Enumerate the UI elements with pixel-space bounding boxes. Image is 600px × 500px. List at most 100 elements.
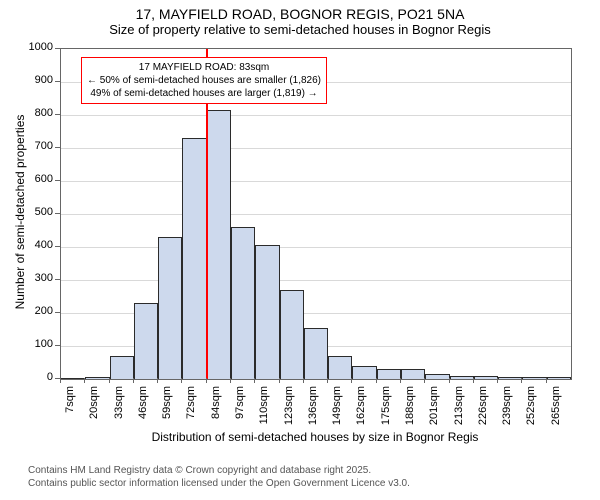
x-tick-label: 59sqm [161,386,173,436]
histogram-bar [352,366,376,379]
plot-area: 17 MAYFIELD ROAD: 83sqm← 50% of semi-det… [60,48,572,380]
x-tick-label: 46sqm [137,386,149,436]
chart-container: 17, MAYFIELD ROAD, BOGNOR REGIS, PO21 5N… [0,0,600,500]
grid-line [61,280,571,281]
histogram-bar [134,303,158,379]
x-tick-label: 123sqm [283,386,295,436]
y-tick-mark [55,114,60,115]
histogram-bar [328,356,352,379]
y-tick-label: 700 [18,140,53,152]
y-tick-label: 1000 [18,41,53,53]
x-tick-mark [473,378,474,383]
grid-line [61,181,571,182]
histogram-bar [85,377,109,379]
x-tick-mark [376,378,377,383]
histogram-bar [547,377,571,379]
y-tick-label: 300 [18,272,53,284]
x-tick-label: 7sqm [64,386,76,436]
y-tick-label: 800 [18,107,53,119]
y-tick-label: 100 [18,338,53,350]
footer-line-2: Contains public sector information licen… [28,478,410,489]
histogram-bar [280,290,304,379]
histogram-bar [110,356,134,379]
x-tick-label: 265sqm [550,386,562,436]
histogram-bar [377,369,401,379]
x-tick-label: 175sqm [380,386,392,436]
x-tick-mark [60,378,61,383]
x-tick-mark [449,378,450,383]
grid-line [61,247,571,248]
histogram-bar [207,110,231,379]
histogram-bar [255,245,279,379]
x-tick-mark [546,378,547,383]
x-tick-mark [157,378,158,383]
histogram-bar [522,377,546,379]
x-tick-mark [109,378,110,383]
x-tick-mark [279,378,280,383]
x-tick-label: 136sqm [307,386,319,436]
y-tick-label: 900 [18,74,53,86]
y-tick-mark [55,48,60,49]
x-tick-mark [181,378,182,383]
x-tick-label: 20sqm [88,386,100,436]
x-tick-mark [84,378,85,383]
y-tick-mark [55,81,60,82]
x-tick-label: 110sqm [258,386,270,436]
x-tick-mark [303,378,304,383]
x-tick-mark [400,378,401,383]
y-tick-label: 200 [18,305,53,317]
x-tick-mark [497,378,498,383]
x-tick-mark [254,378,255,383]
x-tick-mark [133,378,134,383]
x-tick-label: 252sqm [525,386,537,436]
x-tick-label: 201sqm [428,386,440,436]
histogram-bar [425,374,449,379]
y-tick-label: 400 [18,239,53,251]
chart-title-sub: Size of property relative to semi-detach… [0,22,600,37]
y-tick-mark [55,147,60,148]
x-tick-mark [230,378,231,383]
y-tick-mark [55,279,60,280]
x-tick-label: 239sqm [501,386,513,436]
histogram-bar [450,376,474,379]
y-tick-label: 600 [18,173,53,185]
histogram-bar [498,377,522,379]
x-tick-label: 97sqm [234,386,246,436]
annotation-line: ← 50% of semi-detached houses are smalle… [87,74,321,87]
x-tick-mark [351,378,352,383]
x-tick-label: 213sqm [453,386,465,436]
y-tick-label: 500 [18,206,53,218]
grid-line [61,214,571,215]
y-tick-mark [55,213,60,214]
x-tick-label: 188sqm [404,386,416,436]
y-tick-mark [55,312,60,313]
grid-line [61,115,571,116]
x-tick-mark [327,378,328,383]
y-tick-mark [55,246,60,247]
histogram-bar [182,138,206,379]
x-tick-mark [521,378,522,383]
histogram-bar [158,237,182,379]
grid-line [61,148,571,149]
histogram-bar [231,227,255,379]
x-tick-label: 33sqm [113,386,125,436]
histogram-bar [474,376,498,379]
footer-line-1: Contains HM Land Registry data © Crown c… [28,465,371,476]
histogram-bar [401,369,425,379]
x-tick-mark [206,378,207,383]
x-tick-label: 149sqm [331,386,343,436]
annotation-line: 49% of semi-detached houses are larger (… [87,87,321,100]
y-tick-mark [55,345,60,346]
x-tick-label: 226sqm [477,386,489,436]
annotation-box: 17 MAYFIELD ROAD: 83sqm← 50% of semi-det… [81,57,327,104]
annotation-line: 17 MAYFIELD ROAD: 83sqm [87,61,321,74]
y-tick-label: 0 [18,371,53,383]
histogram-bar [61,378,85,379]
x-tick-label: 84sqm [210,386,222,436]
chart-title-main: 17, MAYFIELD ROAD, BOGNOR REGIS, PO21 5N… [0,0,600,22]
histogram-bar [304,328,328,379]
x-tick-mark [424,378,425,383]
x-tick-label: 72sqm [185,386,197,436]
y-tick-mark [55,180,60,181]
x-tick-label: 162sqm [355,386,367,436]
